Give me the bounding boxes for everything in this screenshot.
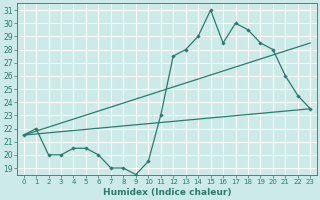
X-axis label: Humidex (Indice chaleur): Humidex (Indice chaleur) bbox=[103, 188, 231, 197]
